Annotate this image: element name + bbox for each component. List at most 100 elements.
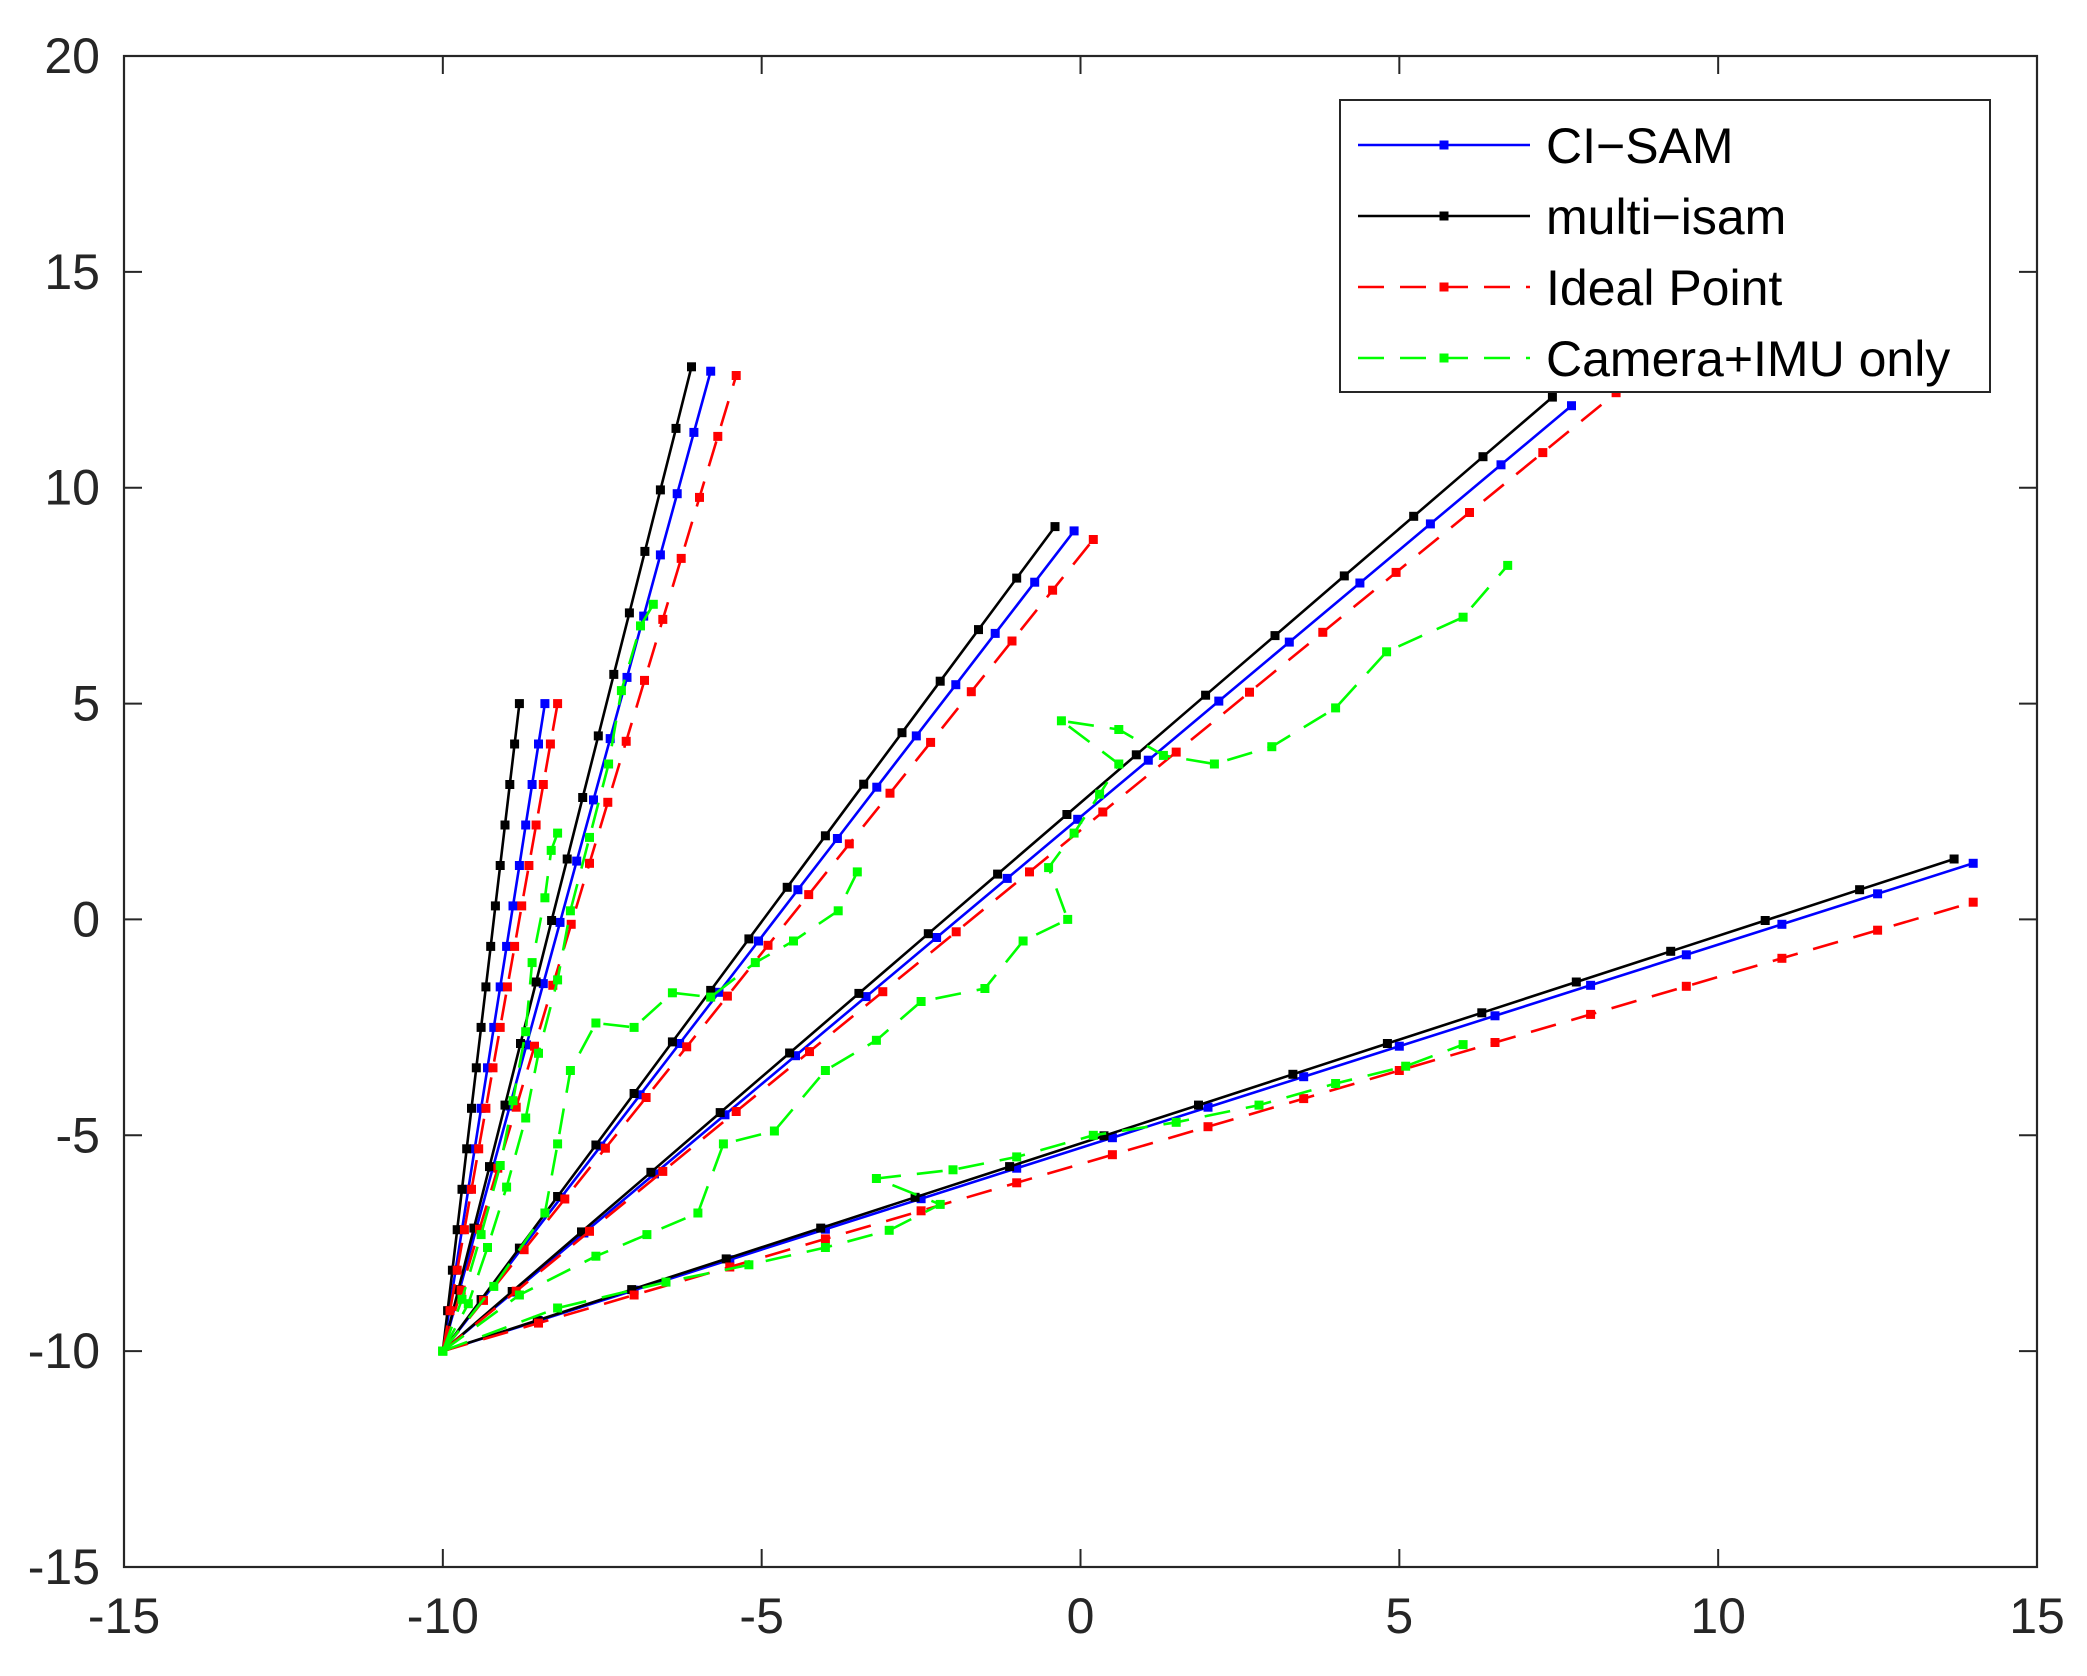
- data-point-camera-imu-only: [495, 1161, 505, 1170]
- data-point-ci-sam: [1586, 980, 1596, 990]
- series-ci-sam: [441, 366, 1978, 1353]
- data-point-ci-sam: [527, 780, 537, 789]
- data-point-multi-isam: [447, 1265, 457, 1275]
- data-point-ci-sam: [832, 834, 842, 843]
- data-point-multi-isam: [721, 1254, 731, 1264]
- legend-marker-ci-sam: [1439, 140, 1449, 150]
- data-point-multi-isam: [500, 820, 510, 830]
- data-point-camera-imu-only: [871, 1035, 881, 1045]
- data-point-multi-isam: [655, 485, 665, 495]
- data-point-multi-isam: [485, 1162, 494, 1172]
- data-point-camera-imu-only: [540, 893, 550, 903]
- data-point-ci-sam: [1681, 950, 1691, 960]
- data-point-multi-isam: [609, 669, 619, 679]
- data-point-multi-isam: [1012, 573, 1022, 583]
- data-point-ideal-point: [481, 1103, 491, 1113]
- y-tick-label: 5: [72, 676, 100, 732]
- series-line-camera-imu-only-4: [442, 564, 1509, 1353]
- data-point-multi-isam: [974, 625, 983, 635]
- data-point-ci-sam: [1069, 526, 1079, 536]
- data-point-camera-imu-only: [476, 1230, 486, 1240]
- data-point-ci-sam: [1496, 460, 1506, 470]
- data-point-ideal-point: [1394, 1066, 1404, 1075]
- data-point-multi-isam: [1005, 1162, 1015, 1172]
- data-point-multi-isam: [820, 831, 830, 841]
- data-point-camera-imu-only: [1088, 1130, 1098, 1140]
- data-point-ideal-point: [1048, 585, 1058, 595]
- data-point-camera-imu-only: [693, 1208, 703, 1218]
- data-point-ci-sam: [495, 982, 505, 992]
- data-point-camera-imu-only: [591, 1018, 601, 1028]
- data-point-ci-sam: [1214, 696, 1224, 706]
- data-point-multi-isam: [646, 1167, 656, 1177]
- data-point-ideal-point: [1088, 535, 1098, 544]
- y-tick-label: 10: [44, 460, 100, 516]
- data-point-multi-isam: [457, 1184, 467, 1194]
- data-point-camera-imu-only: [789, 936, 798, 946]
- data-point-ideal-point: [495, 1022, 505, 1032]
- series-multi-isam: [441, 362, 1959, 1353]
- data-point-camera-imu-only: [1254, 1100, 1264, 1110]
- data-point-multi-isam: [629, 1089, 639, 1098]
- data-point-ci-sam: [932, 933, 942, 942]
- data-point-camera-imu-only: [1458, 1040, 1468, 1050]
- data-point-ci-sam: [483, 1063, 492, 1073]
- data-point-ideal-point: [585, 1226, 594, 1236]
- data-point-camera-imu-only: [667, 988, 677, 998]
- data-point-camera-imu-only: [820, 1066, 830, 1075]
- data-point-ci-sam: [476, 1103, 486, 1113]
- x-tick-label: -10: [407, 1588, 479, 1644]
- data-point-multi-isam: [1760, 916, 1770, 925]
- data-point-ideal-point: [1171, 747, 1181, 757]
- data-point-ideal-point: [600, 1143, 610, 1153]
- data-point-multi-isam: [640, 546, 650, 556]
- data-point-ideal-point: [545, 739, 555, 749]
- data-point-ci-sam: [639, 611, 649, 621]
- data-point-ideal-point: [1107, 1150, 1117, 1160]
- data-point-camera-imu-only: [642, 1230, 652, 1240]
- data-point-multi-isam: [1949, 854, 1959, 864]
- data-point-camera-imu-only: [916, 997, 926, 1006]
- data-point-camera-imu-only: [591, 1251, 601, 1261]
- data-point-camera-imu-only: [718, 1139, 728, 1149]
- data-point-camera-imu-only: [540, 1208, 550, 1218]
- data-point-multi-isam: [1855, 885, 1865, 895]
- data-point-multi-isam: [593, 731, 603, 741]
- data-point-multi-isam: [1201, 690, 1211, 700]
- data-point-ideal-point: [763, 940, 773, 950]
- data-point-ideal-point: [640, 675, 649, 685]
- data-point-camera-imu-only: [629, 1022, 639, 1032]
- data-point-ci-sam: [1394, 1041, 1404, 1051]
- data-point-ideal-point: [676, 553, 686, 563]
- data-point-camera-imu-only: [1114, 725, 1124, 734]
- x-tick-label: 15: [2009, 1588, 2065, 1644]
- data-point-ideal-point: [1012, 1178, 1022, 1188]
- data-point-ci-sam: [508, 901, 518, 911]
- series-line-ideal-point-1: [441, 703, 559, 1352]
- data-point-ideal-point: [585, 858, 594, 868]
- data-point-camera-imu-only: [489, 1281, 499, 1291]
- data-point-multi-isam: [462, 1144, 472, 1154]
- data-point-multi-isam: [500, 1100, 510, 1110]
- data-point-camera-imu-only: [521, 1027, 531, 1037]
- data-point-ci-sam: [622, 672, 632, 682]
- data-point-ci-sam: [911, 731, 921, 741]
- data-point-ci-sam: [706, 366, 716, 376]
- data-point-ci-sam: [1355, 578, 1365, 588]
- data-point-ideal-point: [548, 980, 558, 990]
- data-point-multi-isam: [627, 1285, 637, 1295]
- data-point-multi-isam: [1666, 946, 1676, 956]
- data-point-camera-imu-only: [1331, 703, 1341, 713]
- y-tick-label: -5: [56, 1107, 100, 1163]
- data-point-camera-imu-only: [820, 1243, 830, 1252]
- data-point-ideal-point: [731, 1107, 741, 1116]
- data-point-ideal-point: [452, 1265, 462, 1275]
- data-point-multi-isam: [706, 985, 716, 995]
- data-point-camera-imu-only: [553, 1303, 563, 1313]
- data-point-ideal-point: [629, 1290, 639, 1300]
- data-point-ci-sam: [555, 917, 565, 927]
- tick-labels: -15 -10 -5 0 5 10 15 -15 -10 -5 0 5 10 15 20: [28, 28, 2065, 1644]
- data-point-camera-imu-only: [463, 1299, 473, 1309]
- data-point-multi-isam: [687, 362, 696, 372]
